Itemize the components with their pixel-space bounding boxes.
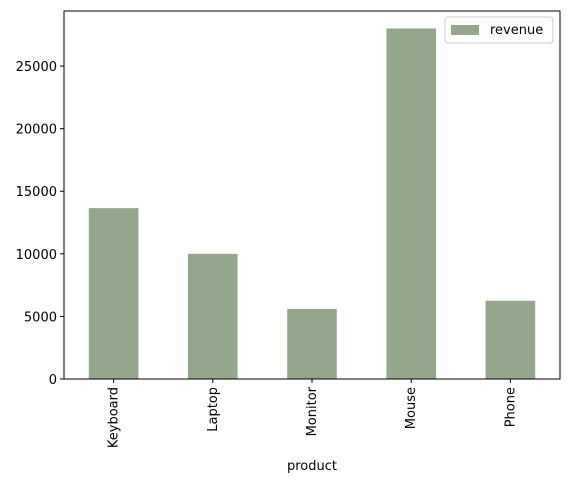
legend-box: [444, 16, 554, 44]
x-axis-title: product: [287, 459, 337, 474]
x-tick-label-monitor: Monitor: [305, 386, 320, 436]
x-tick-label-keyboard: Keyboard: [107, 387, 122, 448]
x-axis-ticks: Keyboard Laptop Monitor Mouse Phone: [107, 379, 518, 448]
y-tick-label: 5000: [24, 310, 57, 325]
y-tick-label: 15000: [16, 185, 57, 200]
bar-keyboard: [88, 208, 139, 379]
y-axis-ticks: 0 5000 10000 15000 20000 25000: [16, 60, 64, 388]
bar-laptop: [188, 253, 238, 379]
legend-label: revenue: [490, 23, 543, 38]
y-tick-label: 25000: [16, 60, 57, 75]
plot-frame: [63, 10, 561, 380]
y-tick-label: 0: [49, 373, 57, 388]
bar-monitor: [287, 308, 337, 379]
legend: revenue: [444, 16, 554, 44]
bar-phone: [485, 300, 536, 379]
legend-swatch: [451, 25, 479, 35]
bar-mouse: [386, 28, 436, 380]
bar-series: [88, 28, 536, 380]
x-tick-label-phone: Phone: [503, 387, 518, 427]
x-tick-label-laptop: Laptop: [206, 387, 221, 432]
y-tick-label: 20000: [16, 123, 57, 138]
x-tick-label-mouse: Mouse: [404, 387, 419, 429]
y-tick-label: 10000: [16, 248, 57, 263]
